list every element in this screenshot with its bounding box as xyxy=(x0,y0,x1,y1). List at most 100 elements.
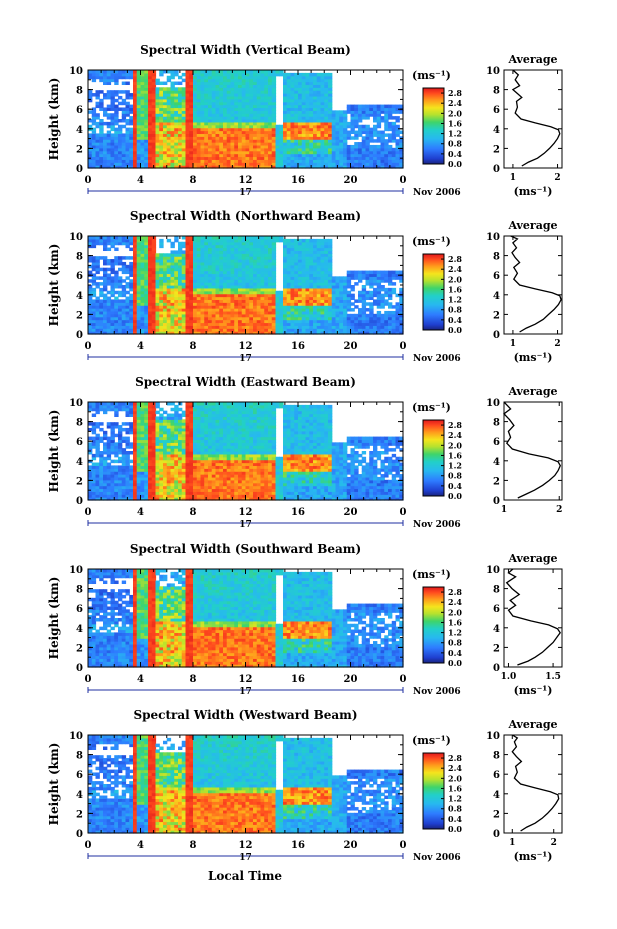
heatmap-cell xyxy=(125,127,130,132)
heatmap-cell xyxy=(204,81,209,86)
heatmap-cell xyxy=(170,241,175,246)
heatmap-cell xyxy=(204,121,209,126)
heatmap-cell xyxy=(316,81,322,86)
heatmap-cell xyxy=(238,110,243,114)
heatmap-cell xyxy=(106,78,112,83)
heatmap-cell xyxy=(110,119,115,123)
heatmap-cell xyxy=(211,121,217,126)
heatmap-cell xyxy=(316,142,322,146)
heatmap-cell xyxy=(95,165,100,169)
heatmap-cell xyxy=(114,328,119,332)
heatmap-cell xyxy=(226,98,232,103)
heatmap-cell xyxy=(114,238,119,243)
heatmap-cell xyxy=(211,90,217,94)
heatmap-cell xyxy=(271,78,277,83)
heatmap-cell xyxy=(140,156,145,160)
heatmap-cell xyxy=(253,159,258,163)
heatmap-cell xyxy=(148,165,153,169)
heatmap-cell xyxy=(264,90,269,94)
heatmap-cell xyxy=(166,124,172,129)
heatmap-cell xyxy=(245,119,250,123)
heatmap-cell xyxy=(275,144,280,149)
heatmap-cell xyxy=(91,264,97,269)
heatmap-cell xyxy=(200,236,205,240)
heatmap-cell xyxy=(249,78,254,83)
heatmap-cell xyxy=(170,75,175,80)
heatmap-cell xyxy=(320,144,325,149)
heatmap-cell xyxy=(121,162,127,166)
heatmap-cell xyxy=(373,133,378,137)
heatmap-cell xyxy=(200,144,205,149)
heatmap-cell xyxy=(133,104,138,109)
heatmap-cell xyxy=(361,127,367,132)
heatmap-cell xyxy=(88,110,93,114)
heatmap-cell xyxy=(166,119,172,123)
heatmap-cell xyxy=(196,70,202,74)
heatmap-cell xyxy=(234,124,239,129)
heatmap-cell xyxy=(219,133,224,137)
heatmap-cell xyxy=(241,104,247,109)
heatmap-cell xyxy=(211,84,217,88)
heatmap-cell xyxy=(234,159,239,163)
heatmap-cell xyxy=(95,236,100,240)
heatmap-cell xyxy=(309,121,314,126)
heatmap-cell xyxy=(253,90,258,94)
heatmap-cell xyxy=(136,296,142,301)
heatmap-cell xyxy=(260,107,265,111)
heatmap-cell xyxy=(343,142,348,146)
heatmap-cell xyxy=(91,305,97,309)
heatmap-cell xyxy=(294,93,299,97)
heatmap-cell xyxy=(365,147,370,152)
heatmap-cell xyxy=(196,136,202,140)
heatmap-cell xyxy=(320,101,325,106)
heatmap-cell xyxy=(174,70,179,74)
heatmap-cell xyxy=(294,133,299,137)
heatmap-cell xyxy=(350,113,355,117)
heatmap-cell xyxy=(106,113,112,117)
heatmap-cell xyxy=(196,72,202,77)
heatmap-cell xyxy=(328,98,333,103)
heatmap-cell xyxy=(118,285,123,289)
heatmap-cell xyxy=(114,72,119,77)
heatmap-cell xyxy=(114,150,119,155)
heatmap-cell xyxy=(354,107,359,111)
heatmap-cell xyxy=(91,153,97,158)
heatmap-cell xyxy=(140,107,145,111)
heatmap-cell xyxy=(226,101,232,106)
heatmap-cell xyxy=(391,127,397,132)
heatmap-cell xyxy=(260,116,265,120)
heatmap-cell xyxy=(181,104,187,109)
heatmap-cell xyxy=(159,70,164,74)
heatmap-cell xyxy=(301,127,307,132)
heatmap-cell xyxy=(133,328,138,332)
heatmap-cell xyxy=(346,133,352,137)
heatmap-cell xyxy=(234,165,239,169)
heatmap-cell xyxy=(148,144,153,149)
heatmap-cell xyxy=(200,72,205,77)
heatmap-cell xyxy=(358,113,363,117)
heatmap-cell xyxy=(399,153,404,158)
heatmap-cell xyxy=(268,119,273,123)
heatmap-cell xyxy=(283,104,288,109)
heatmap-cell xyxy=(301,119,307,123)
heatmap-cell xyxy=(271,84,277,88)
heatmap-cell xyxy=(286,144,292,149)
heatmap-cell xyxy=(99,302,104,306)
heatmap-cell xyxy=(275,153,280,158)
heatmap-cell xyxy=(238,136,243,140)
heatmap-cell xyxy=(219,113,224,117)
heatmap-cell xyxy=(365,165,370,169)
heatmap-cell xyxy=(174,139,179,143)
heatmap-cell xyxy=(279,236,284,240)
heatmap-cell xyxy=(399,150,404,155)
heatmap-cell xyxy=(144,90,149,94)
heatmap-cell xyxy=(253,139,258,143)
heatmap-cell xyxy=(170,81,175,86)
heatmap-cell xyxy=(140,70,145,74)
heatmap-cell xyxy=(103,153,108,158)
heatmap-cell xyxy=(283,93,288,97)
heatmap-cell xyxy=(219,165,224,169)
heatmap-cell xyxy=(170,139,175,143)
heatmap-cell xyxy=(148,136,153,140)
heatmap-cell xyxy=(264,130,269,135)
